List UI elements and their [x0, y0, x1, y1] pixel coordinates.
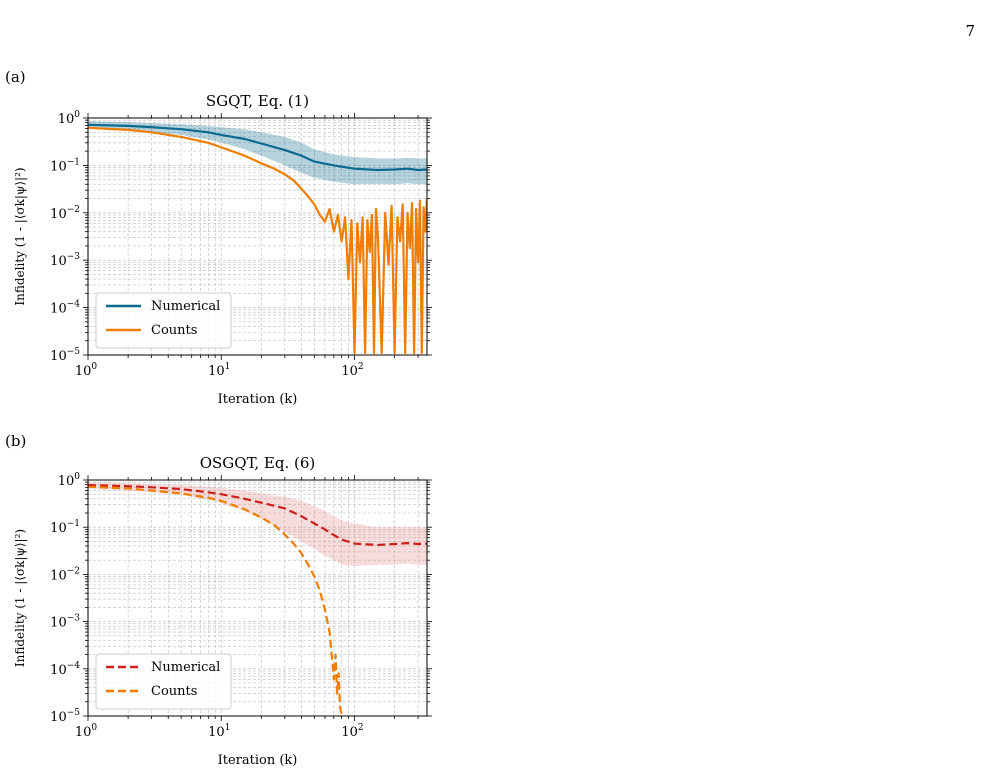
y-tick-label: 10−4	[50, 300, 80, 317]
page-number: 7	[965, 22, 975, 40]
y-tick-label: 10−1	[50, 519, 80, 536]
chart-title: OSGQT, Eq. (6)	[200, 454, 316, 472]
y-tick-label: 10−2	[50, 205, 80, 222]
x-axis-label: Iteration (k)	[218, 753, 298, 768]
y-axis-label: Infidelity (1 - |⟨σk|ψ⟩|²)	[13, 167, 27, 305]
series-line-counts	[88, 126, 427, 355]
legend-label-counts: Counts	[151, 684, 197, 699]
y-tick-label: 10−2	[50, 566, 80, 583]
legend-label-numerical: Numerical	[151, 660, 220, 675]
y-tick-label: 10−5	[50, 347, 80, 364]
x-tick-label: 101	[208, 362, 230, 379]
x-tick-label: 100	[75, 723, 98, 740]
legend-label-counts: Counts	[151, 323, 197, 338]
legend-box	[95, 653, 232, 710]
series-band-numerical	[88, 121, 427, 185]
axes-frame	[87, 117, 428, 356]
x-tick-label: 100	[75, 362, 98, 379]
y-axis-label: Infidelity (1 - |⟨σk|ψ⟩|²)	[13, 529, 27, 667]
legend-label-numerical: Numerical	[151, 299, 220, 314]
y-tick-label: 100	[58, 110, 81, 127]
x-tick-label: 102	[341, 723, 363, 740]
y-tick-label: 10−4	[50, 661, 80, 678]
legend: Numerical Counts	[95, 653, 232, 710]
series-line-numerical	[88, 484, 427, 547]
y-tick-label: 10−3	[50, 614, 80, 631]
chart-title: SGQT, Eq. (1)	[206, 92, 309, 110]
panel-label-b: (b)	[5, 432, 27, 450]
chart-panel-b: 100 101 102 100 10−1 10−2 10−3 10−4 10−5 OSGQT, E…	[13, 454, 432, 768]
y-tick-label: 100	[58, 472, 81, 489]
plot-area	[88, 482, 427, 715]
chart-panel-a: 100 101 102 100 10−1 10−2 10−3 10−4 10−5 SGQT, Eq…	[13, 92, 432, 407]
x-tick-label: 102	[341, 362, 363, 379]
plot-area	[88, 121, 427, 355]
x-tick-label: 101	[208, 723, 230, 740]
panel-label-a: (a)	[5, 68, 26, 86]
ticks	[83, 475, 432, 721]
axes-frame	[87, 479, 428, 717]
series-line-numerical	[88, 123, 427, 172]
ticks	[83, 113, 432, 360]
y-tick-label: 10−1	[50, 157, 80, 174]
legend: Numerical Counts	[95, 292, 232, 349]
series-band-numerical	[88, 482, 427, 567]
y-tick-label: 10−5	[50, 708, 80, 725]
x-axis-label: Iteration (k)	[218, 392, 298, 407]
y-tick-label: 10−3	[50, 252, 80, 269]
